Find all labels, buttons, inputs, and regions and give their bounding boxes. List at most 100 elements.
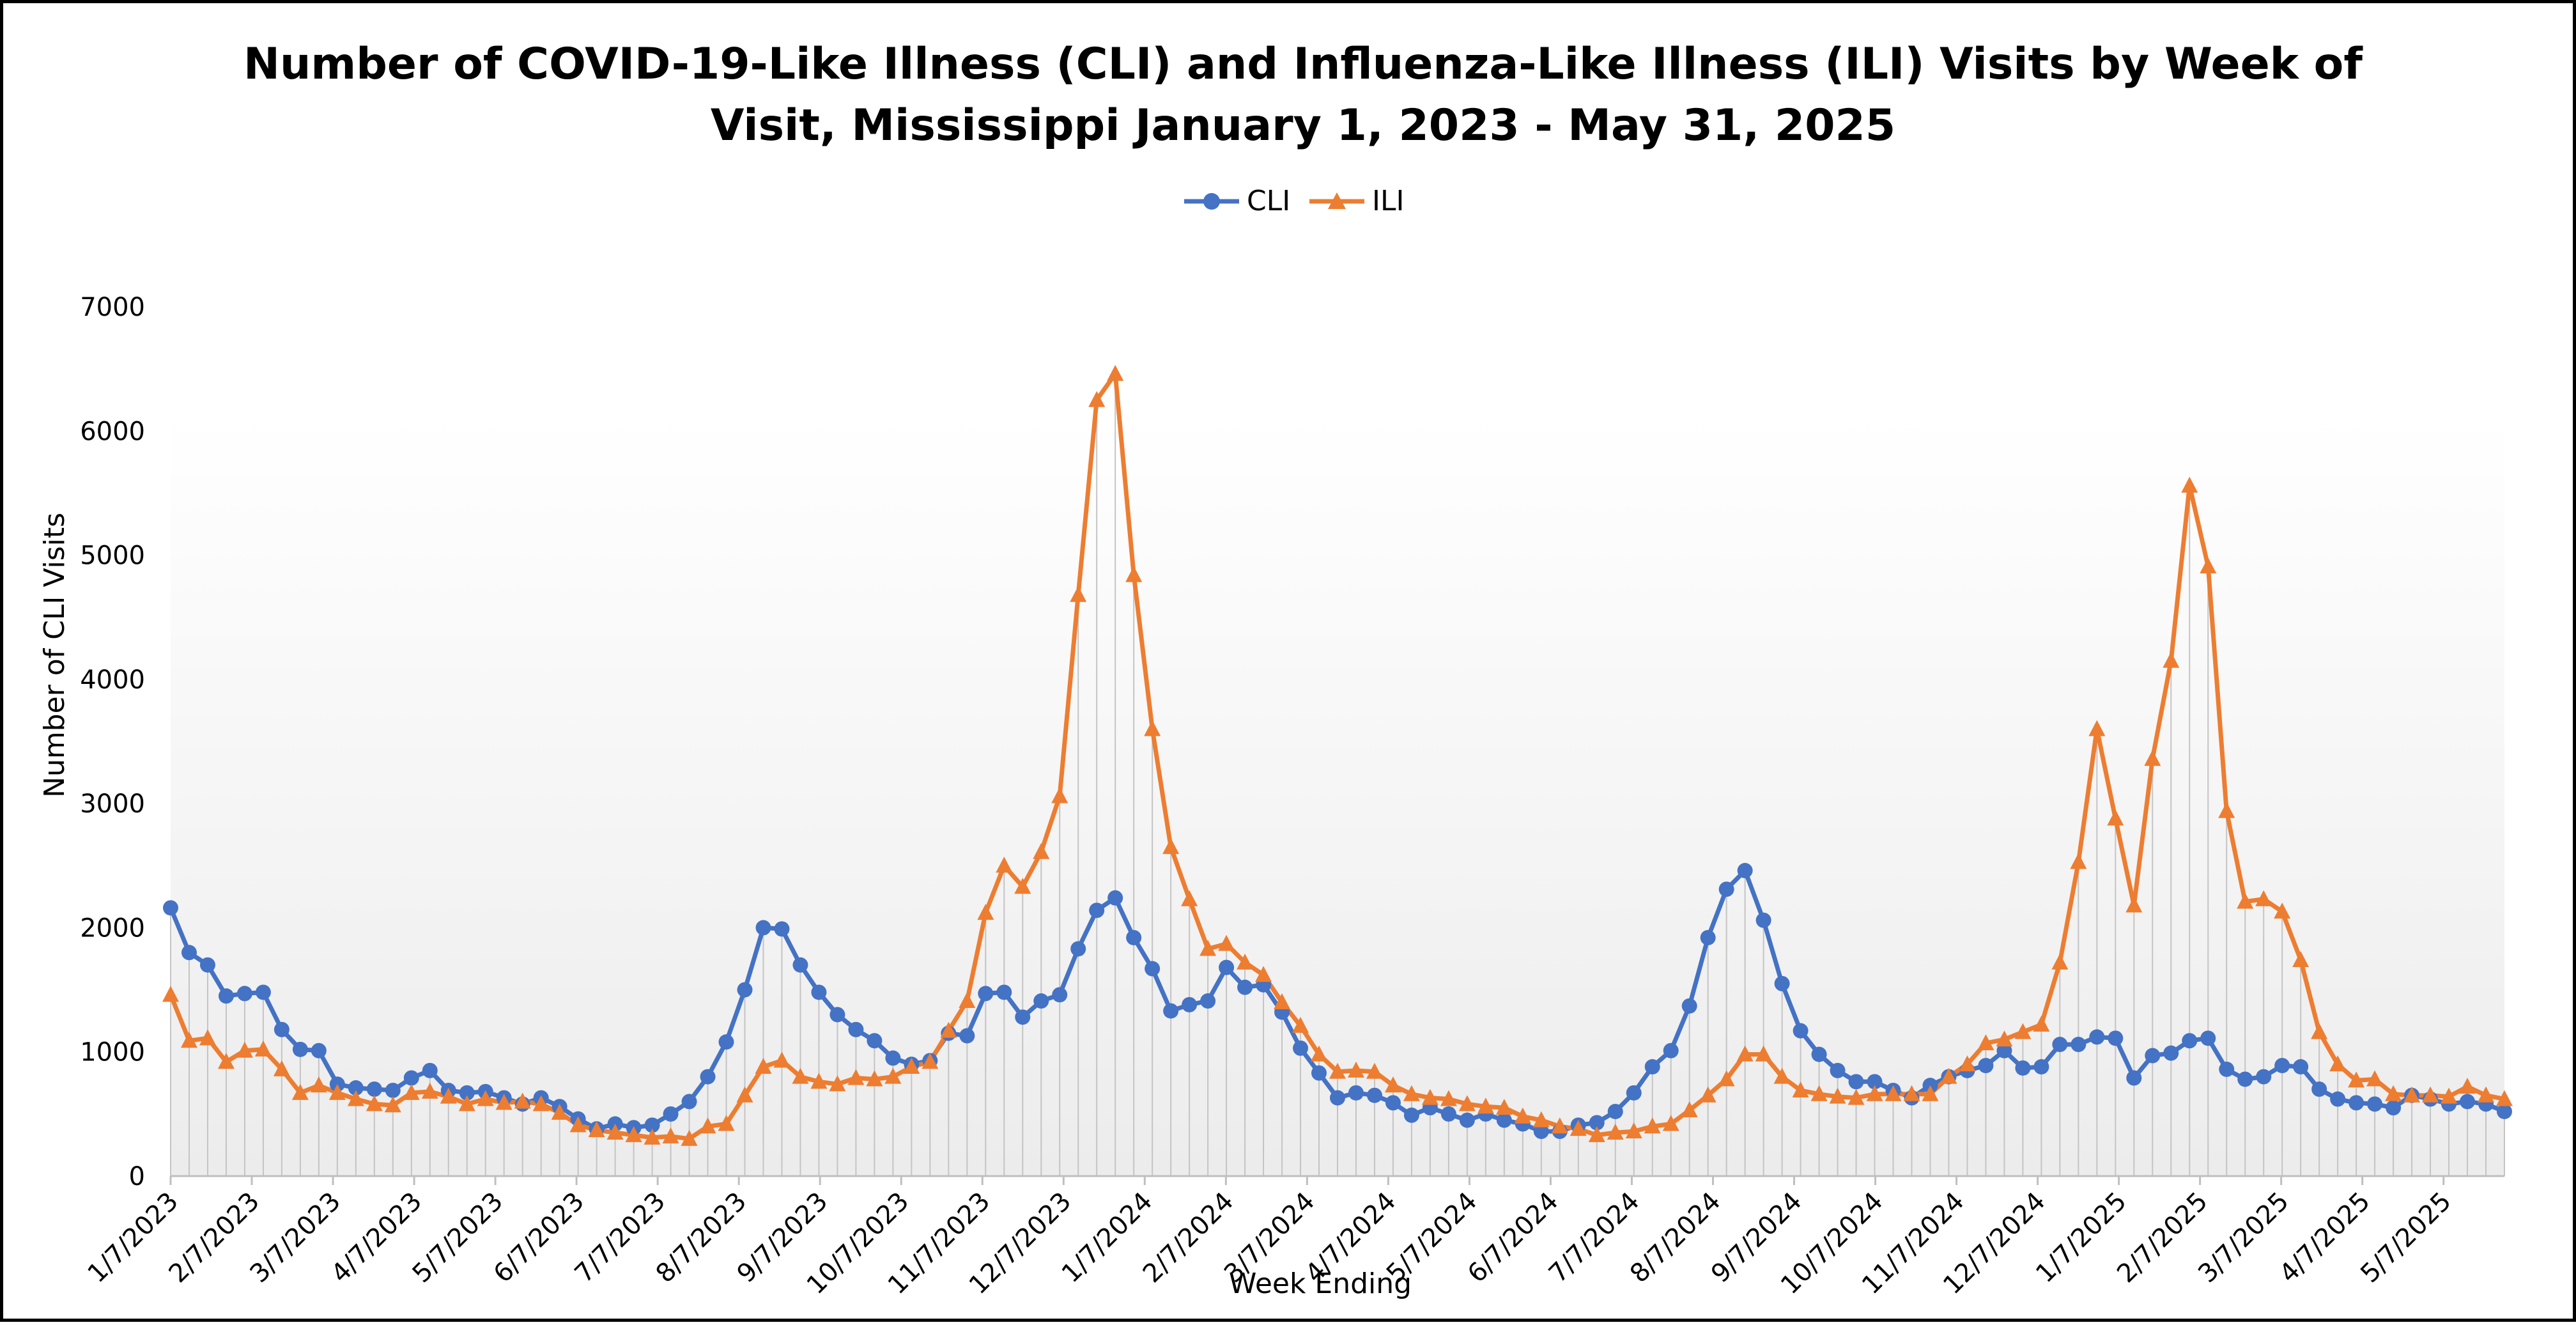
ili-point: [2163, 651, 2180, 668]
cli-point: [792, 957, 808, 973]
chart-title-line1: Number of COVID-19-Like Illness (CLI) an…: [243, 39, 2363, 89]
cli-point: [1311, 1065, 1327, 1081]
cli-point: [218, 988, 234, 1004]
ili-point: [2218, 802, 2235, 818]
ili-point: [1199, 940, 1217, 956]
cli-point: [978, 986, 994, 1002]
ili-point: [569, 1116, 587, 1133]
ili-point: [977, 904, 994, 920]
cli-point: [181, 945, 197, 961]
ili-point: [2329, 1055, 2347, 1072]
cli-point: [1755, 912, 1771, 928]
ili-point: [681, 1129, 698, 1146]
ili-point: [1681, 1101, 1698, 1118]
ili-point: [903, 1058, 920, 1074]
cli-point: [1200, 993, 1216, 1009]
ili-point: [477, 1090, 494, 1106]
legend-ili-label: ILI: [1372, 185, 1404, 217]
ili-point: [606, 1124, 624, 1140]
cli-point: [1348, 1085, 1364, 1101]
cli-point: [255, 984, 271, 1000]
cli-point: [2386, 1100, 2402, 1116]
cli-point: [1774, 975, 1790, 991]
ili-point: [829, 1075, 846, 1092]
ili-point: [199, 1029, 216, 1046]
cli-point: [403, 1070, 419, 1086]
cli-point: [737, 982, 753, 998]
ili-point: [495, 1094, 513, 1110]
ili-point: [2051, 953, 2069, 970]
ili-point: [1644, 1117, 1661, 1134]
legend-ili-marker: [1328, 192, 1346, 209]
cli-point: [1440, 1106, 1456, 1122]
y-tick-label: 7000: [80, 293, 145, 322]
ili-point: [2070, 853, 2087, 869]
ili-point: [1014, 878, 1031, 894]
ili-point: [1977, 1034, 1994, 1051]
ili-point: [2144, 750, 2161, 766]
cli-point: [1366, 1087, 1382, 1103]
ili-point: [1885, 1085, 1902, 1101]
y-axis-ticks: 0 1000 2000 3000 4000 5000 6000 7000: [80, 293, 145, 1191]
ili-point: [736, 1086, 753, 1103]
ili-point: [514, 1092, 531, 1109]
ili-point: [458, 1095, 475, 1112]
ili-point: [1940, 1067, 1957, 1084]
ili-point: [532, 1095, 550, 1112]
cli-point: [2460, 1094, 2476, 1110]
ili-point: [1736, 1045, 1754, 1062]
ili-point: [2107, 809, 2124, 826]
ili-point: [1755, 1045, 1772, 1062]
cli-point: [1681, 998, 1697, 1014]
cli-point: [681, 1094, 697, 1110]
ili-point: [1181, 890, 1198, 906]
cli-point: [2089, 1029, 2105, 1045]
cli-point: [1089, 903, 1105, 918]
cli-point: [311, 1042, 327, 1058]
cli-point: [755, 920, 771, 936]
ili-point: [1218, 934, 1235, 951]
ili-point: [959, 992, 976, 1009]
ili-point: [217, 1053, 235, 1069]
cli-point: [1848, 1074, 1864, 1090]
cli-point: [774, 921, 790, 937]
ili-point: [1625, 1122, 1642, 1139]
ili-point: [1810, 1085, 1828, 1101]
ili-point: [1570, 1120, 1587, 1136]
ili-point: [1495, 1099, 1513, 1115]
ili-point: [2125, 896, 2143, 913]
ili-point: [2366, 1070, 2384, 1087]
ili-point: [2088, 720, 2106, 736]
cli-point: [366, 1081, 382, 1097]
ili-point: [996, 856, 1013, 873]
ili-point: [1070, 585, 1087, 602]
ili-point: [2348, 1071, 2365, 1088]
cli-point: [1459, 1112, 1475, 1128]
cli-point: [2200, 1030, 2216, 1046]
ili-point: [2274, 903, 2291, 919]
ili-point: [2033, 1015, 2050, 1032]
ili-point: [773, 1051, 791, 1068]
ili-point: [1162, 838, 1180, 855]
cli-point: [1015, 1009, 1031, 1025]
cli-point: [2145, 1048, 2161, 1064]
cli-point: [1793, 1023, 1809, 1039]
ili-point: [2181, 476, 2198, 493]
ili-point: [440, 1087, 457, 1104]
ili-point: [1477, 1097, 1494, 1114]
cli-point: [422, 1062, 438, 1078]
cli-point: [718, 1034, 734, 1050]
cli-point: [1607, 1103, 1623, 1119]
cli-point: [1663, 1042, 1679, 1058]
y-tick-label: 3000: [80, 789, 145, 819]
cli-point: [2311, 1081, 2327, 1097]
ili-point: [1922, 1085, 1939, 1101]
cli-point: [2497, 1103, 2512, 1119]
ili-point: [2496, 1090, 2513, 1106]
ili-point: [1773, 1067, 1791, 1084]
ili-point: [2403, 1086, 2421, 1103]
cli-point: [663, 1106, 679, 1122]
ili-point: [1255, 966, 1272, 982]
ili-point: [2311, 1023, 2328, 1039]
